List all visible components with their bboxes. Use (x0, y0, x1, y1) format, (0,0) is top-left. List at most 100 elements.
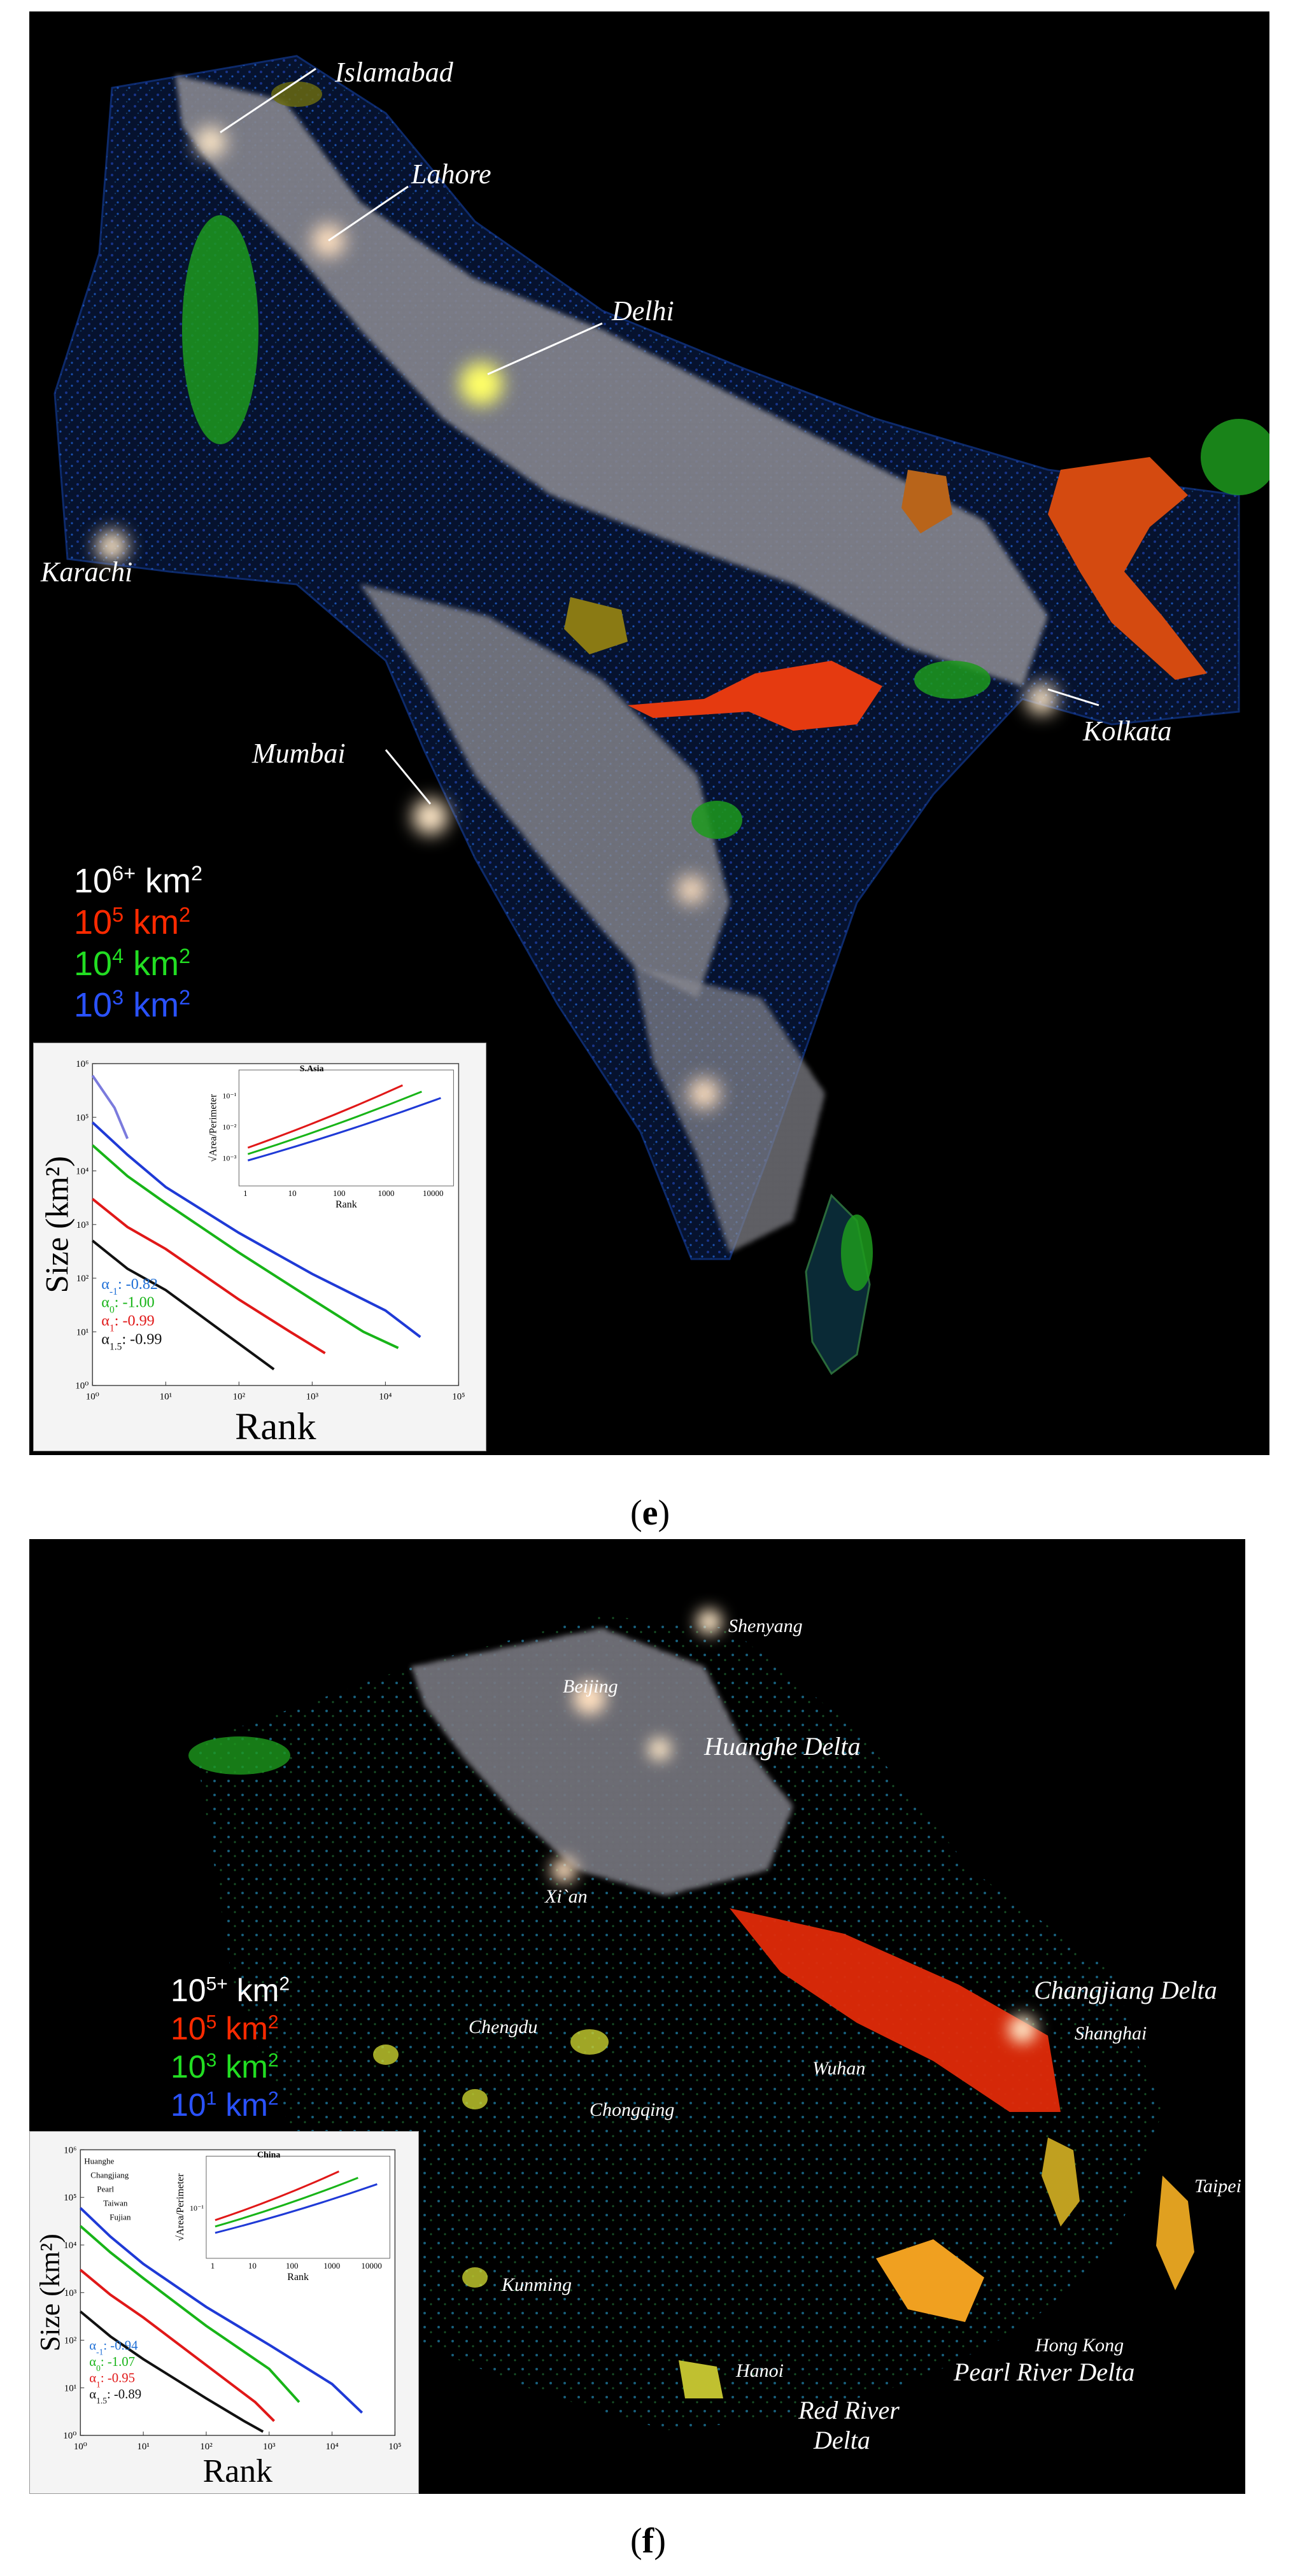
x-axis-label: Rank (203, 2453, 273, 2489)
y-axis-label: Size (km²) (39, 1156, 75, 1293)
y-tick-label: 10⁴ (64, 2241, 76, 2251)
inset-x-tick-label: 100 (286, 2261, 299, 2270)
y-tick-label: 10⁰ (63, 2431, 76, 2441)
city-label-mumbai: Mumbai (252, 738, 346, 769)
y-tick-label: 10⁴ (76, 1167, 88, 1177)
inset-y-tick-label: 10⁻¹ (222, 1091, 236, 1100)
urban-indus-ganges (176, 75, 1048, 686)
rank-size-chart-f: 10⁰ 10¹ 10² 10³ 10⁴ 10⁵ 10⁰ 10¹ 10² 10³ 10⁴ 10⁵ 10⁶ R… (29, 2131, 419, 2494)
inset-y-tick-label: 10⁻³ (222, 1154, 236, 1163)
city-label-red-river: Red River (798, 2396, 900, 2425)
city-label-shanghai: Shanghai (1075, 2023, 1147, 2044)
inset-series-line-1 (215, 2177, 358, 2228)
inset-y-tick-label: 10⁻¹ (190, 2204, 204, 2213)
south-asia-night-lights-map (53, 55, 1269, 1376)
panel-e-map: Islamabad Lahore Delhi Karachi Mumbai Ko… (29, 11, 1269, 1455)
x-tick-label: 10¹ (137, 2442, 150, 2452)
inset-x-tick-label: 10 (248, 2261, 257, 2270)
inset-x-tick-label: 100 (333, 1188, 346, 1198)
inset-series-line-0 (215, 2171, 340, 2221)
alpha-label-0: α-1: -0.82 (101, 1276, 158, 1297)
alpha-label-1: α0: -1.07 (89, 2355, 135, 2373)
y-tick-label: 10⁰ (75, 1381, 88, 1391)
alpha-label-3: α1.5: -0.99 (101, 1330, 162, 1352)
city-label-changjiang-delta: Changjiang Delta (1034, 1976, 1217, 2004)
x-tick-label: 10¹ (160, 1392, 173, 1402)
inset-x-tick-label: 10000 (361, 2261, 382, 2270)
x-tick-label: 10³ (306, 1392, 319, 1402)
series-line-0 (79, 2207, 364, 2414)
x-tick-label: 10² (200, 2442, 213, 2452)
chart-f-svg: 10⁰ 10¹ 10² 10³ 10⁴ 10⁵ 10⁰ 10¹ 10² 10³ 10⁴ 10⁵ 10⁶ R… (34, 2145, 402, 2489)
y-tick-label: 10¹ (64, 2383, 77, 2393)
x-tick-label: 10² (233, 1392, 246, 1402)
city-label-hong-kong: Hong Kong (1035, 2335, 1124, 2356)
city-label-islamabad: Islamabad (335, 57, 453, 88)
inset-plot-area (238, 1069, 454, 1186)
y-tick-label: 10¹ (76, 1327, 89, 1337)
inset-y-tick-label: 10⁻² (222, 1123, 236, 1132)
alpha-label-0: α-1: -0.94 (89, 2339, 138, 2357)
city-label-kolkata: Kolkata (1083, 715, 1172, 747)
y-tick-label: 10³ (76, 1220, 89, 1230)
legend-entry-f-3: 103 km2 (171, 2049, 279, 2085)
x-tick-label: 10⁰ (86, 1392, 99, 1402)
urban-changjiang-delta (730, 1908, 1061, 2112)
urban-western-india (360, 584, 730, 998)
alpha-label-2: α1: -0.99 (101, 1313, 154, 1334)
x-tick-label: 10³ (263, 2442, 276, 2452)
legend-entry-f-1: 105+ km2 (171, 1973, 290, 2008)
y-tick-label: 10⁵ (64, 2193, 76, 2203)
chart-title: China (257, 2150, 281, 2160)
city-label-pearl-river-delta: Pearl River Delta (954, 2358, 1135, 2386)
series-label-4: Fujian (110, 2212, 131, 2221)
y-tick-label: 10⁶ (64, 2145, 76, 2155)
series-line-3 (92, 1239, 275, 1370)
urban-taiwan (1156, 2176, 1194, 2290)
city-label-red-river-delta-line2: Delta (814, 2426, 870, 2454)
inset-x-tick-label: 1000 (323, 2261, 340, 2270)
inset-x-tick-label: 1 (243, 1188, 248, 1198)
inset-x-tick-label: 1000 (378, 1188, 395, 1198)
inset-series-line-1 (247, 1090, 422, 1155)
city-label-wuhan: Wuhan (812, 2058, 866, 2079)
series-line-2 (80, 2269, 276, 2423)
city-label-shenyang: Shenyang (728, 1615, 803, 1636)
series-label-2: Pearl (97, 2184, 114, 2193)
panel-f-map: Shenyang Beijing Huanghe Delta Xi`an Cha… (29, 1539, 1245, 2494)
inset-x-axis-label: Rank (287, 2272, 309, 2283)
city-label-taipei: Taipei (1194, 2176, 1241, 2197)
urban-pearl-river-delta (876, 2239, 984, 2322)
city-label-beijing: Beijing (563, 1676, 618, 1697)
rank-size-chart-e: 10⁰ 10¹ 10² 10³ 10⁴ 10⁵ 10⁰ 10¹ 10² 10³ 10⁴ 10⁵ 10⁶ R… (33, 1043, 486, 1451)
y-tick-label: 10² (76, 1274, 89, 1284)
landmass-east-china (195, 1615, 1162, 2430)
legend-entry-e-2: 105 km2 (74, 903, 191, 941)
city-label-kunming: Kunming (502, 2274, 572, 2295)
legend-entry-e-4: 103 km2 (74, 986, 191, 1024)
city-label-huanghe-delta: Huanghe Delta (704, 1732, 861, 1761)
city-label-chengdu: Chengdu (469, 2016, 538, 2038)
chart-title: S.Asia (300, 1064, 324, 1074)
inset-y-axis-label: √Area/Perimeter (208, 1094, 218, 1162)
legend-entry-f-2: 105 km2 (171, 2011, 279, 2046)
series-line-1 (79, 2225, 300, 2404)
legend-entry-f-4: 101 km2 (171, 2087, 279, 2123)
inset-x-tick-label: 1 (211, 2261, 215, 2270)
urban-south-india (634, 966, 825, 1253)
x-tick-label: 10⁴ (379, 1392, 392, 1402)
urban-north-china-plain (411, 1628, 793, 1896)
chart-e-svg: 10⁰ 10¹ 10² 10³ 10⁴ 10⁵ 10⁰ 10¹ 10² 10³ 10⁴ 10⁵ 10⁶ R… (39, 1059, 465, 1448)
series-line-4 (91, 1074, 129, 1139)
series-line-3 (80, 2310, 264, 2433)
y-tick-label: 10³ (64, 2288, 77, 2298)
y-tick-label: 10⁵ (76, 1113, 88, 1123)
series-line-0 (91, 1121, 421, 1339)
city-label-xian: Xi`an (545, 1886, 588, 1907)
series-label-1: Changjiang (90, 2170, 129, 2179)
legend-entry-e-1: 106+ km2 (74, 862, 203, 900)
inset-series-line-2 (247, 1097, 441, 1162)
legend-color-text: 10 (74, 862, 113, 900)
inset-x-tick-label: 10000 (423, 1188, 444, 1198)
city-label-chongqing: Chongqing (590, 2099, 675, 2120)
